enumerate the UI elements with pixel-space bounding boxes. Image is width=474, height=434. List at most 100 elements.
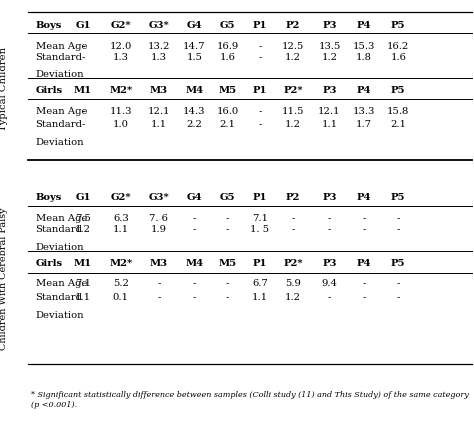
Text: M2*: M2* [109, 85, 133, 94]
Text: -: - [396, 214, 400, 223]
Text: 15.3: 15.3 [353, 42, 375, 51]
Text: * Significant statistically difference between samples (Colli study (11) and Thi: * Significant statistically difference b… [31, 391, 469, 408]
Text: -: - [396, 225, 400, 233]
Text: -: - [258, 42, 262, 51]
Text: -: - [258, 120, 262, 129]
Text: Standard: Standard [36, 53, 82, 62]
Text: 16.9: 16.9 [217, 42, 238, 51]
Text: 5.2: 5.2 [113, 279, 129, 287]
Text: Mean Age: Mean Age [36, 279, 87, 287]
Text: -: - [226, 214, 229, 223]
Text: -: - [157, 279, 161, 287]
Text: -: - [157, 293, 161, 302]
Text: -: - [291, 214, 295, 223]
Text: -: - [362, 293, 366, 302]
Text: -: - [362, 214, 366, 223]
Text: 1.3: 1.3 [151, 53, 167, 62]
Text: M1: M1 [74, 85, 92, 94]
Text: P5: P5 [391, 85, 405, 94]
Text: 1.2: 1.2 [285, 120, 301, 129]
Text: 1.8: 1.8 [356, 53, 372, 62]
Text: G5: G5 [220, 21, 235, 30]
Text: Girls: Girls [36, 258, 63, 267]
Text: P2*: P2* [283, 85, 303, 94]
Text: 1.2: 1.2 [285, 293, 301, 302]
Text: P4: P4 [357, 21, 371, 30]
Text: Deviation: Deviation [36, 242, 84, 251]
Text: P3: P3 [322, 21, 337, 30]
Text: P1: P1 [253, 193, 267, 202]
Text: 0.1: 0.1 [113, 293, 129, 302]
Text: 7.1: 7.1 [75, 279, 91, 287]
Text: Standard: Standard [36, 120, 82, 129]
Text: 1.6: 1.6 [390, 53, 406, 62]
Text: -: - [226, 279, 229, 287]
Text: 12.1: 12.1 [147, 107, 170, 115]
Text: Mean Age: Mean Age [36, 42, 87, 51]
Text: P1: P1 [253, 258, 267, 267]
Text: -: - [81, 42, 85, 51]
Text: -: - [396, 279, 400, 287]
Text: 7. 6: 7. 6 [149, 214, 168, 223]
Text: 13.3: 13.3 [353, 107, 375, 115]
Text: M4: M4 [185, 258, 203, 267]
Text: P3: P3 [322, 85, 337, 94]
Text: Girls: Girls [36, 85, 63, 94]
Text: M5: M5 [219, 85, 237, 94]
Text: M1: M1 [74, 258, 92, 267]
Text: 6.7: 6.7 [252, 279, 268, 287]
Text: 11.5: 11.5 [282, 107, 304, 115]
Text: Boys: Boys [36, 21, 62, 30]
Text: Mean Age: Mean Age [36, 107, 87, 115]
Text: -: - [192, 225, 196, 233]
Text: P4: P4 [357, 193, 371, 202]
Text: 12.0: 12.0 [109, 42, 132, 51]
Text: 1.7: 1.7 [356, 120, 372, 129]
Text: G2*: G2* [110, 21, 131, 30]
Text: -: - [291, 225, 295, 233]
Text: -: - [362, 279, 366, 287]
Text: -: - [328, 214, 331, 223]
Text: G2*: G2* [110, 193, 131, 202]
Text: P3: P3 [322, 193, 337, 202]
Text: 1. 5: 1. 5 [250, 225, 269, 233]
Text: G4: G4 [187, 193, 202, 202]
Text: Deviation: Deviation [36, 70, 84, 79]
Text: 1.0: 1.0 [113, 120, 129, 129]
Text: G1: G1 [75, 193, 91, 202]
Text: P2: P2 [286, 21, 300, 30]
Text: P5: P5 [391, 258, 405, 267]
Text: 1.5: 1.5 [186, 53, 202, 62]
Text: Typical Children: Typical Children [0, 47, 8, 131]
Text: -: - [362, 225, 366, 233]
Text: -: - [396, 293, 400, 302]
Text: 1.1: 1.1 [151, 120, 167, 129]
Text: Standard: Standard [36, 293, 82, 302]
Text: -: - [192, 214, 196, 223]
Text: -: - [192, 279, 196, 287]
Text: 1.1: 1.1 [252, 293, 268, 302]
Text: 11.3: 11.3 [109, 107, 132, 115]
Text: 16.0: 16.0 [217, 107, 238, 115]
Text: 1.1: 1.1 [321, 120, 337, 129]
Text: M2*: M2* [109, 258, 133, 267]
Text: P5: P5 [391, 193, 405, 202]
Text: 5.9: 5.9 [285, 279, 301, 287]
Text: 7.1: 7.1 [252, 214, 268, 223]
Text: P5: P5 [391, 21, 405, 30]
Text: Deviation: Deviation [36, 138, 84, 146]
Text: 15.8: 15.8 [387, 107, 410, 115]
Text: 14.7: 14.7 [183, 42, 206, 51]
Text: P4: P4 [357, 258, 371, 267]
Text: Mean Age: Mean Age [36, 214, 87, 223]
Text: -: - [226, 225, 229, 233]
Text: -: - [81, 120, 85, 129]
Text: Children With Cerebral Palsy: Children With Cerebral Palsy [0, 207, 8, 349]
Text: 2.1: 2.1 [219, 120, 236, 129]
Text: P4: P4 [357, 85, 371, 94]
Text: P1: P1 [253, 21, 267, 30]
Text: P3: P3 [322, 258, 337, 267]
Text: 1.6: 1.6 [219, 53, 236, 62]
Text: P1: P1 [253, 85, 267, 94]
Text: 1.2: 1.2 [321, 53, 337, 62]
